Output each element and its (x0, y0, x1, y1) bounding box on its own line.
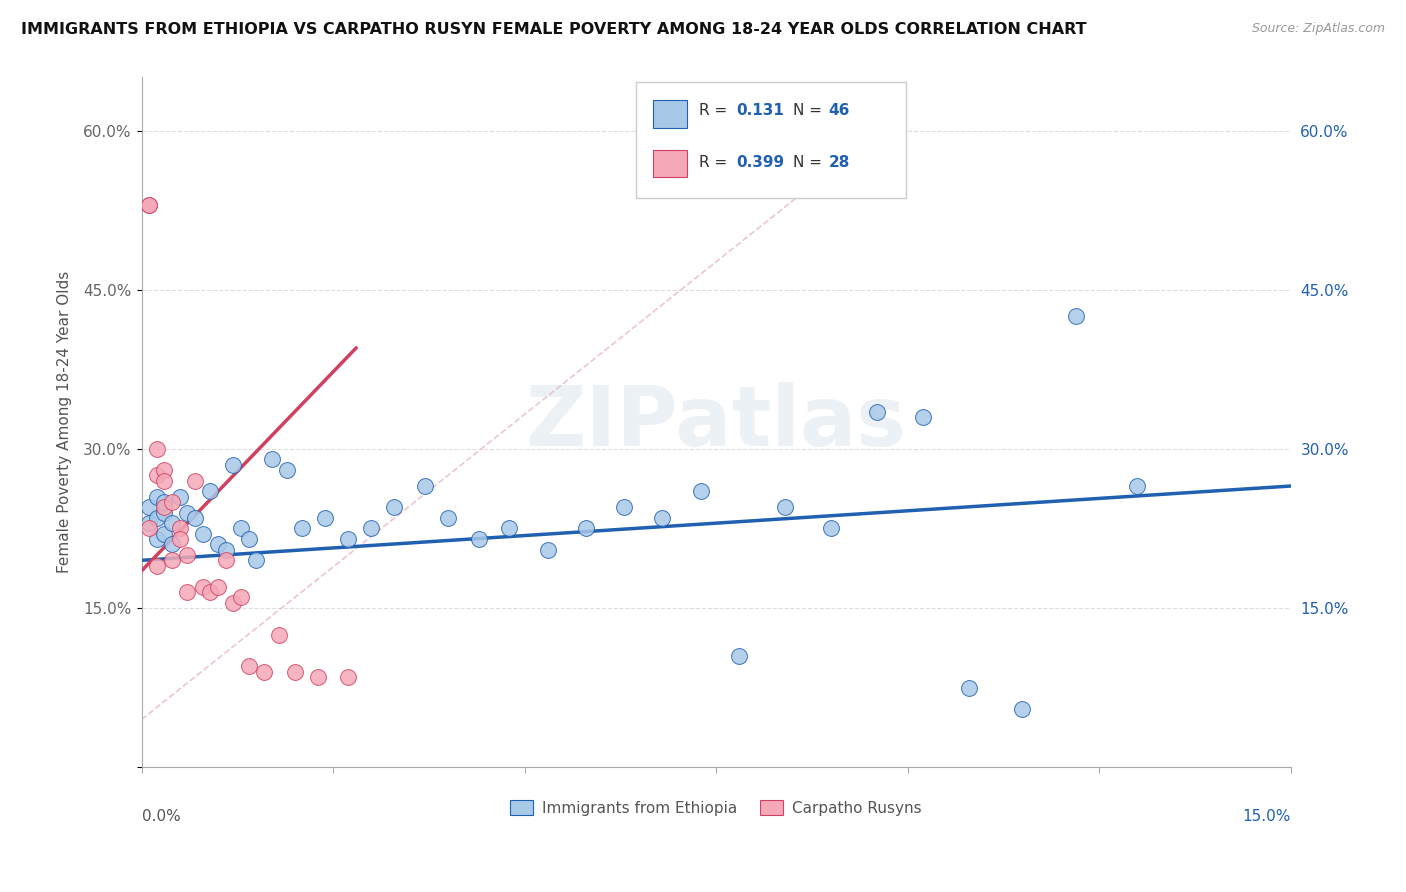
Point (229, 521, 252, 535)
Point (269, 627, 291, 641)
Point (146, 532, 169, 546)
Point (191, 580, 214, 594)
Point (146, 490, 169, 504)
Point (146, 468, 169, 483)
Point (253, 665, 276, 679)
Text: R =: R = (699, 155, 733, 169)
Point (200, 484, 222, 499)
Bar (652, 100, 688, 128)
Point (184, 474, 207, 488)
Point (911, 410, 934, 425)
Point (160, 516, 183, 531)
Point (820, 521, 842, 535)
Text: 0.0%: 0.0% (142, 809, 180, 823)
Point (176, 585, 198, 599)
Point (276, 463, 298, 477)
Point (337, 670, 360, 684)
Bar (652, 150, 688, 178)
Text: N =: N = (793, 103, 827, 118)
Point (207, 537, 229, 551)
Point (153, 506, 176, 520)
Point (437, 511, 460, 525)
Point (1011, 702, 1033, 716)
Point (575, 521, 598, 535)
Point (222, 596, 245, 610)
Text: Source: ZipAtlas.com: Source: ZipAtlas.com (1251, 22, 1385, 36)
Legend: Immigrants from Ethiopia, Carpatho Rusyns: Immigrants from Ethiopia, Carpatho Rusyn… (503, 794, 928, 822)
Point (153, 495, 176, 509)
Point (153, 500, 176, 515)
Point (229, 591, 252, 605)
Point (160, 495, 183, 509)
Text: R =: R = (699, 103, 733, 118)
Point (291, 521, 314, 535)
Text: 46: 46 (828, 103, 851, 118)
Point (613, 500, 636, 515)
Point (337, 532, 360, 546)
Point (138, 521, 160, 535)
Text: IMMIGRANTS FROM ETHIOPIA VS CARPATHO RUSYN FEMALE POVERTY AMONG 18-24 YEAR OLDS : IMMIGRANTS FROM ETHIOPIA VS CARPATHO RUS… (21, 22, 1087, 37)
Point (169, 490, 191, 504)
Point (138, 198, 160, 212)
Text: N =: N = (793, 155, 827, 169)
Point (222, 458, 245, 472)
Point (169, 532, 191, 546)
Point (728, 648, 751, 663)
Point (153, 463, 176, 477)
Point (1064, 310, 1087, 324)
Text: 15.0%: 15.0% (1243, 809, 1291, 823)
Point (1126, 479, 1149, 493)
Y-axis label: Female Poverty Among 18-24 Year Olds: Female Poverty Among 18-24 Year Olds (58, 271, 72, 574)
Point (200, 585, 222, 599)
Point (360, 521, 382, 535)
Point (307, 670, 329, 684)
Point (153, 474, 176, 488)
Text: ZIPatlas: ZIPatlas (526, 382, 907, 463)
Point (284, 665, 307, 679)
Point (138, 198, 160, 212)
Point (207, 580, 229, 594)
Point (160, 537, 183, 551)
Point (467, 532, 489, 546)
Point (238, 659, 260, 673)
Point (146, 511, 169, 525)
Point (866, 405, 889, 419)
Text: 0.131: 0.131 (737, 103, 785, 118)
Point (238, 532, 260, 546)
Point (260, 452, 283, 467)
Point (689, 484, 711, 499)
Point (498, 521, 520, 535)
Text: 0.399: 0.399 (737, 155, 785, 169)
Point (153, 526, 176, 541)
Point (176, 548, 198, 562)
Point (215, 553, 238, 567)
Point (138, 516, 160, 531)
Point (169, 521, 191, 535)
Point (413, 479, 436, 493)
Point (191, 526, 214, 541)
Point (146, 558, 169, 573)
Point (957, 681, 980, 695)
Point (176, 506, 198, 520)
Point (773, 500, 796, 515)
FancyBboxPatch shape (636, 82, 905, 198)
Point (382, 500, 405, 515)
Point (138, 500, 160, 515)
Point (245, 553, 267, 567)
Point (651, 511, 673, 525)
Text: 28: 28 (828, 155, 851, 169)
Point (314, 511, 336, 525)
Point (184, 511, 207, 525)
Point (160, 553, 183, 567)
Point (146, 442, 169, 456)
Point (215, 542, 238, 557)
Point (536, 542, 558, 557)
